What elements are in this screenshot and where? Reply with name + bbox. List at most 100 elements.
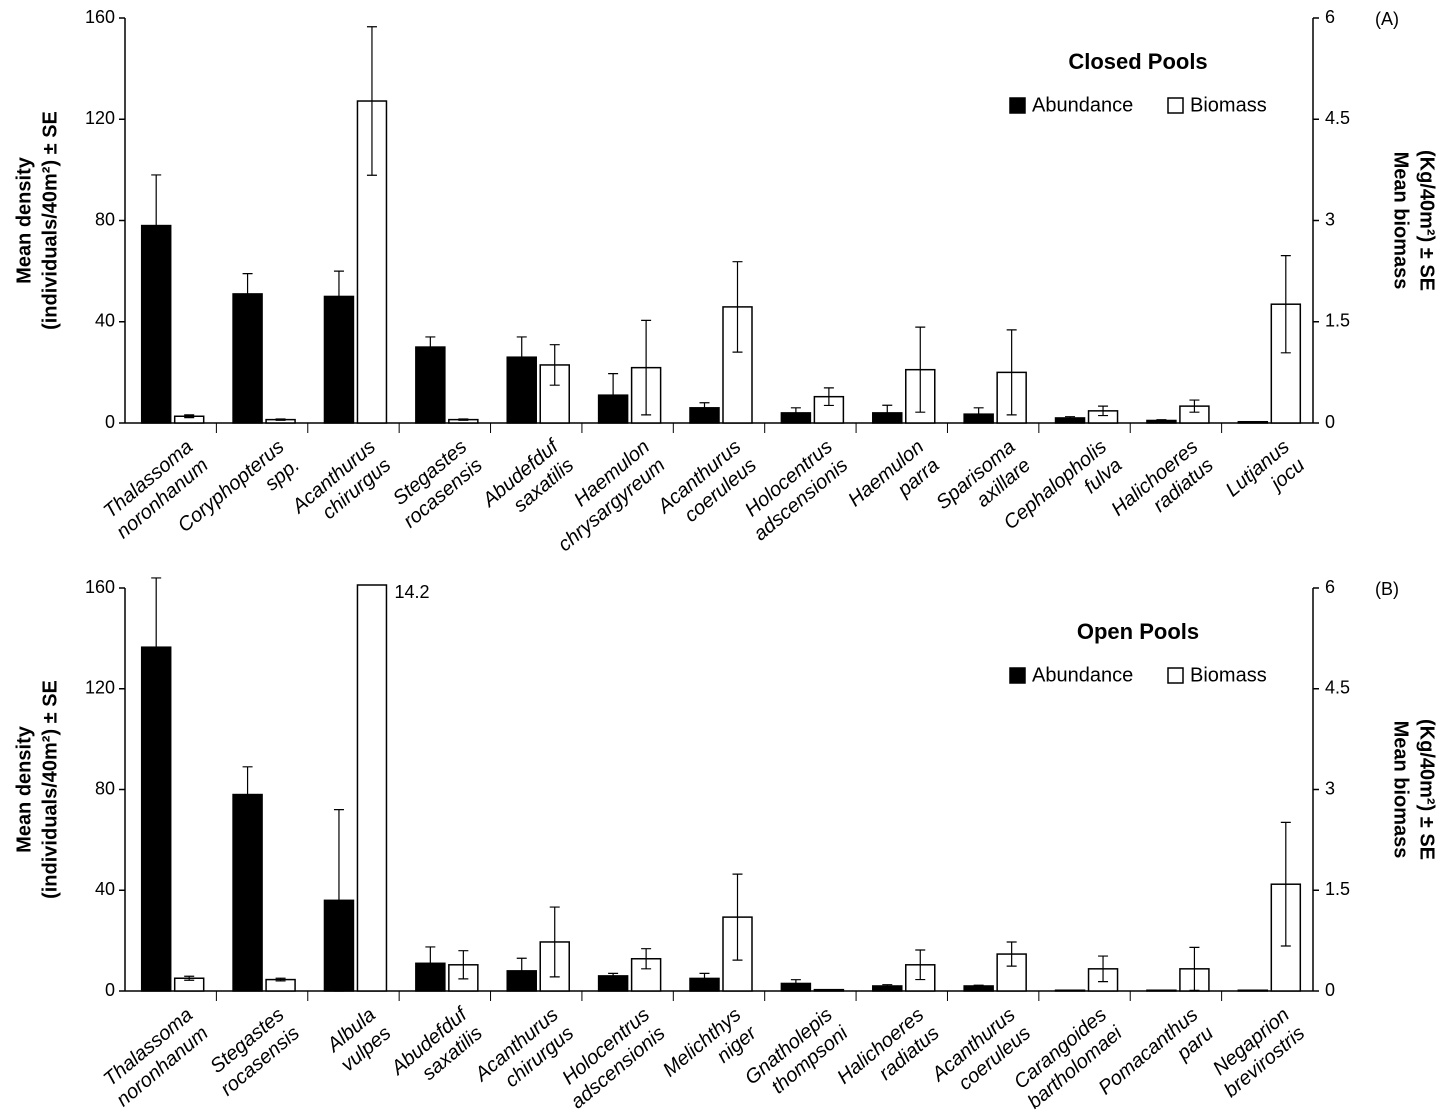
y2-tick-label: 1.5 — [1325, 311, 1350, 331]
y2-tick-label: 0 — [1325, 980, 1335, 1000]
error-bar — [641, 319, 652, 416]
bar — [506, 356, 537, 424]
panel-label: (A) — [1375, 9, 1399, 29]
legend-label: Biomass — [1190, 664, 1267, 686]
y2-axis-title: Mean biomass — [1390, 152, 1412, 290]
x-tick-label: Stegastesrocasensis — [384, 436, 487, 533]
x-tick-label: Holocentrusadscensionis — [552, 1004, 670, 1114]
legend-swatch — [1167, 97, 1184, 114]
error-bar — [333, 809, 344, 992]
error-bar — [699, 402, 710, 414]
y2-tick-label: 4.5 — [1325, 678, 1350, 698]
error-bar — [699, 972, 710, 985]
error-bar — [425, 336, 436, 358]
error-bar — [973, 984, 984, 988]
y-tick-label: 80 — [95, 209, 115, 229]
error-bar — [732, 873, 743, 961]
x-tick-label: Holocentrusadscensionis — [734, 436, 852, 546]
error-bar — [973, 407, 984, 422]
error-bar — [1098, 955, 1109, 983]
x-tick-label: Melichthysniger — [659, 1003, 762, 1100]
x-tick-label: Abudefdufsaxatilis — [387, 1002, 489, 1098]
x-tick-label: Acanthuruscoeruleus — [927, 1004, 1035, 1105]
x-tick-label: Lutjanusjocu — [1222, 436, 1310, 520]
error-bar — [1156, 419, 1167, 422]
panel-label: (B) — [1375, 579, 1399, 599]
x-tick-label: Negaprionbrevirostris — [1205, 1004, 1309, 1102]
y-tick-label: 0 — [105, 412, 115, 432]
y2-axis-title: Mean biomass — [1390, 721, 1412, 859]
y2-axis-title: (Kg/40m²) ± SE — [1416, 150, 1438, 291]
y2-tick-label: 6 — [1325, 577, 1335, 597]
bar — [140, 224, 172, 424]
error-bar — [184, 975, 195, 981]
legend-swatch — [1009, 667, 1026, 684]
y-tick-label: 160 — [85, 577, 115, 597]
legend-swatch — [1167, 667, 1184, 684]
y2-tick-label: 4.5 — [1325, 108, 1350, 128]
error-bar — [1280, 821, 1291, 947]
error-bar — [608, 373, 619, 418]
y2-tick-label: 0 — [1325, 412, 1335, 432]
error-bar — [242, 766, 253, 823]
y-axis-title: Mean density — [13, 725, 35, 853]
x-tick-label: Acanthuruschirurgus — [288, 436, 396, 537]
error-bar — [1006, 941, 1017, 967]
x-tick-label: Thalassomanoronhanum — [97, 1004, 213, 1111]
error-bar — [516, 957, 527, 985]
y-axis-title: (individuals/40m²) ± SE — [39, 680, 61, 899]
bar — [356, 584, 388, 992]
error-bar — [1098, 405, 1109, 417]
error-bar — [915, 949, 926, 981]
x-tick-label: Albulavulpes — [322, 1004, 396, 1076]
bar — [415, 346, 446, 424]
x-tick-label: Halichoeresradiatus — [1107, 436, 1217, 539]
x-tick-label: Halichoeresradiatus — [833, 1004, 943, 1107]
bar — [232, 293, 263, 424]
x-tick-label: Acanthuruscoeruleus — [653, 436, 761, 537]
x-tick-label: Gnatholepisthompsoni — [741, 1004, 853, 1108]
error-bar — [425, 946, 436, 981]
error-bar — [275, 977, 286, 982]
x-tick-label: Pomacanthusparu — [1095, 1004, 1218, 1118]
error-bar — [366, 26, 377, 176]
error-bar — [549, 344, 560, 386]
error-bar — [882, 984, 893, 988]
chart-title: Closed Pools — [1068, 49, 1207, 74]
legend-label: Biomass — [1190, 94, 1267, 116]
legend-swatch — [1009, 97, 1026, 114]
error-bar — [1065, 416, 1076, 420]
error-bar — [1189, 399, 1200, 413]
x-tick-label: Acanthuruschirurgus — [470, 1004, 578, 1105]
x-tick-label: Stegastesrocasensis — [201, 1004, 304, 1101]
y2-tick-label: 3 — [1325, 209, 1335, 229]
error-bar — [333, 270, 344, 323]
error-bar — [641, 948, 652, 970]
y2-axis-title: (Kg/40m²) ± SE — [1416, 719, 1438, 860]
y-tick-label: 40 — [95, 311, 115, 331]
error-bar — [915, 326, 926, 413]
error-bar — [151, 577, 162, 718]
error-bar — [151, 174, 162, 277]
error-bar — [1006, 329, 1017, 416]
y-axis-title: (individuals/40m²) ± SE — [39, 111, 61, 330]
error-bar — [790, 407, 801, 419]
y2-tick-label: 3 — [1325, 778, 1335, 798]
legend-label: Abundance — [1032, 94, 1133, 116]
error-bar — [549, 906, 560, 978]
y2-tick-label: 1.5 — [1325, 879, 1350, 899]
error-bar — [790, 979, 801, 988]
panel: 0 40 80 120 160 0 1.5 3 4.5 6 Mean density (individ… — [13, 7, 1437, 557]
error-bar — [608, 972, 619, 980]
error-bar — [458, 950, 469, 980]
bar — [232, 793, 263, 992]
error-bar — [458, 418, 469, 421]
panel: 0 40 80 120 160 0 1.5 3 4.5 6 Mean density (individ… — [13, 577, 1438, 1118]
y-tick-label: 80 — [95, 778, 115, 798]
error-bar — [275, 418, 286, 421]
error-bar — [823, 387, 834, 407]
y2-tick-label: 6 — [1325, 7, 1335, 27]
error-bar — [242, 273, 253, 315]
chart-title: Open Pools — [1077, 619, 1199, 644]
